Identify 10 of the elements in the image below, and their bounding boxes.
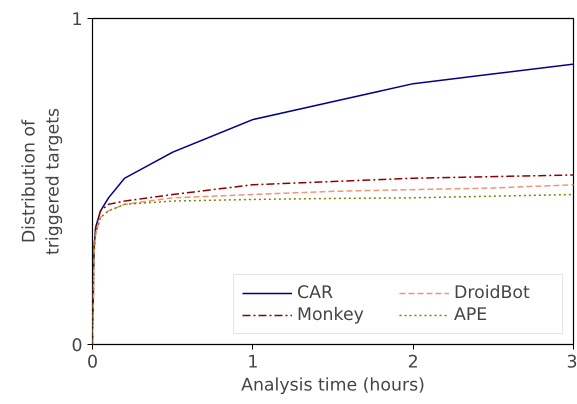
legend-label: APE <box>454 305 488 325</box>
x-tick-label: 2 <box>408 352 419 372</box>
legend-label: Monkey <box>297 305 365 325</box>
legend-label: CAR <box>297 283 334 303</box>
y-axis-title: Distribution of triggered targets <box>19 108 64 256</box>
legend-label: DroidBot <box>454 283 531 303</box>
x-tick-label: 0 <box>86 352 98 372</box>
x-axis-title: Analysis time (hours) <box>241 376 425 396</box>
x-tick-label: 3 <box>566 352 577 372</box>
x-tick-label: 1 <box>247 352 258 372</box>
